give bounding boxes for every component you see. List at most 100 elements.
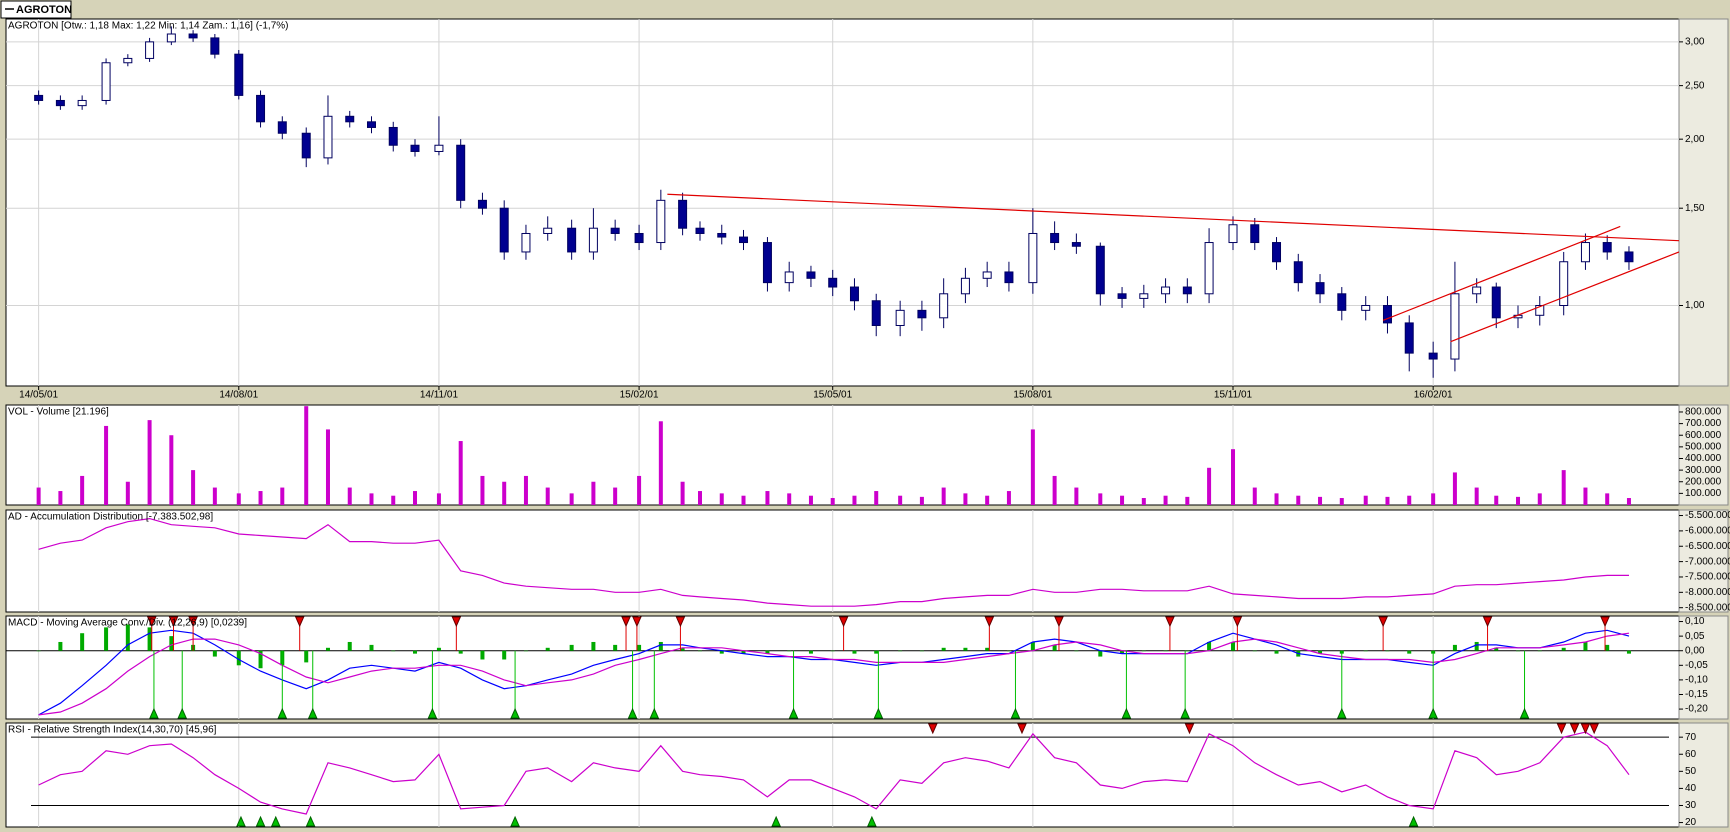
volume-bar	[985, 495, 990, 505]
histogram-bar	[613, 644, 618, 651]
y-tick-label: 2,50	[1685, 80, 1705, 91]
histogram-bar	[58, 641, 63, 651]
sell-signal	[146, 616, 157, 628]
candle-body	[1428, 352, 1438, 360]
candle-body	[917, 309, 927, 319]
candle-body	[939, 293, 949, 319]
volume-bar	[591, 481, 596, 505]
y-tick-label: -7.500.000	[1685, 572, 1730, 583]
candle-body	[434, 144, 444, 152]
candle-body	[1028, 232, 1038, 284]
histogram-bar	[1605, 644, 1610, 651]
histogram-bar	[1163, 650, 1168, 652]
histogram-bar	[919, 650, 924, 652]
candle-body	[101, 62, 111, 101]
buy-signal	[305, 815, 316, 827]
volume-bar	[347, 487, 352, 505]
trendline	[1450, 251, 1679, 343]
volume-bar	[80, 475, 85, 505]
candle-body	[610, 227, 620, 234]
y-tick-label: 70	[1685, 732, 1697, 743]
candle-body	[1293, 261, 1303, 284]
volume-bar	[391, 495, 396, 505]
candle-body	[1559, 261, 1569, 306]
histogram-bar	[347, 641, 352, 651]
histogram-bar	[325, 647, 330, 651]
panel	[5, 722, 1680, 828]
sell-signal	[632, 616, 642, 628]
histogram-bar	[1141, 650, 1146, 652]
x-tick-label: 14/11/01	[420, 390, 459, 401]
sell-signal	[675, 616, 686, 628]
axis-area	[1678, 509, 1729, 613]
volume-bar	[1626, 498, 1631, 505]
candle-body	[1382, 304, 1392, 324]
histogram-bar	[658, 641, 663, 651]
histogram-bar	[1207, 641, 1212, 651]
volume-bar	[36, 487, 41, 505]
panel-title: VOL - Volume [21.196]	[8, 407, 109, 418]
volume-bar	[1163, 495, 1168, 505]
histogram-bar	[1626, 650, 1631, 654]
volume-bar	[436, 493, 441, 505]
y-tick-label: -6.000.000	[1685, 526, 1730, 537]
candle-body	[77, 99, 87, 107]
volume-bar	[1141, 498, 1146, 505]
plot-area	[38, 510, 1629, 612]
line	[38, 517, 1629, 607]
volume-bar	[808, 495, 813, 505]
candle-body	[301, 132, 311, 159]
candle-body	[1491, 286, 1501, 319]
buy-signal	[649, 707, 660, 719]
sell-signal	[1165, 616, 1175, 628]
volume-bar	[58, 491, 63, 505]
line	[38, 632, 1630, 716]
volume-bar	[1231, 449, 1236, 505]
candle-body	[1535, 304, 1545, 316]
histogram-bar	[637, 644, 642, 651]
y-tick-label: 700.000	[1685, 418, 1722, 429]
candle-body	[1250, 224, 1260, 244]
volume-bar	[658, 421, 663, 505]
histogram-bar	[741, 650, 746, 654]
histogram-bar	[985, 647, 990, 651]
volume-bar	[1318, 496, 1323, 505]
panel	[5, 509, 1680, 613]
buy-signal	[1121, 707, 1132, 719]
sell-signal	[1017, 723, 1027, 735]
volume-bar	[1407, 495, 1412, 505]
sell-signal	[621, 616, 631, 628]
histogram-bar	[963, 647, 968, 651]
candle-body	[588, 227, 598, 253]
buy-signal	[867, 815, 877, 827]
volume-bar	[1207, 467, 1212, 505]
tab[interactable]	[0, 0, 72, 19]
histogram-bar	[523, 650, 528, 652]
volume-bar	[919, 496, 924, 505]
x-tick-label: 15/08/01	[1013, 390, 1052, 401]
candle-body	[477, 199, 487, 209]
y-tick-label: 3,00	[1685, 37, 1705, 48]
candle-body	[1315, 282, 1325, 295]
axis-area	[1678, 722, 1729, 828]
histogram-bar	[1074, 650, 1079, 652]
x-tick-label: 15/11/01	[1214, 390, 1253, 401]
histogram-bar	[808, 650, 813, 654]
histogram-bar	[1583, 641, 1588, 651]
histogram-bar	[1452, 644, 1457, 651]
candle-body	[410, 144, 420, 152]
histogram-bar	[502, 650, 507, 660]
y-tick-label: -0,10	[1685, 675, 1708, 686]
volume-bar	[680, 481, 685, 505]
buy-signal	[1010, 707, 1021, 719]
y-tick-label: 50	[1685, 766, 1697, 777]
volume-bar	[1431, 493, 1436, 505]
volume-bar	[369, 493, 374, 505]
line	[38, 731, 1630, 815]
candle-body	[1404, 322, 1414, 354]
candle-body	[543, 227, 553, 234]
volume-bar	[698, 491, 703, 505]
sell-signal	[1482, 616, 1493, 628]
volume-bar	[1561, 470, 1566, 505]
candle-body	[55, 99, 65, 107]
